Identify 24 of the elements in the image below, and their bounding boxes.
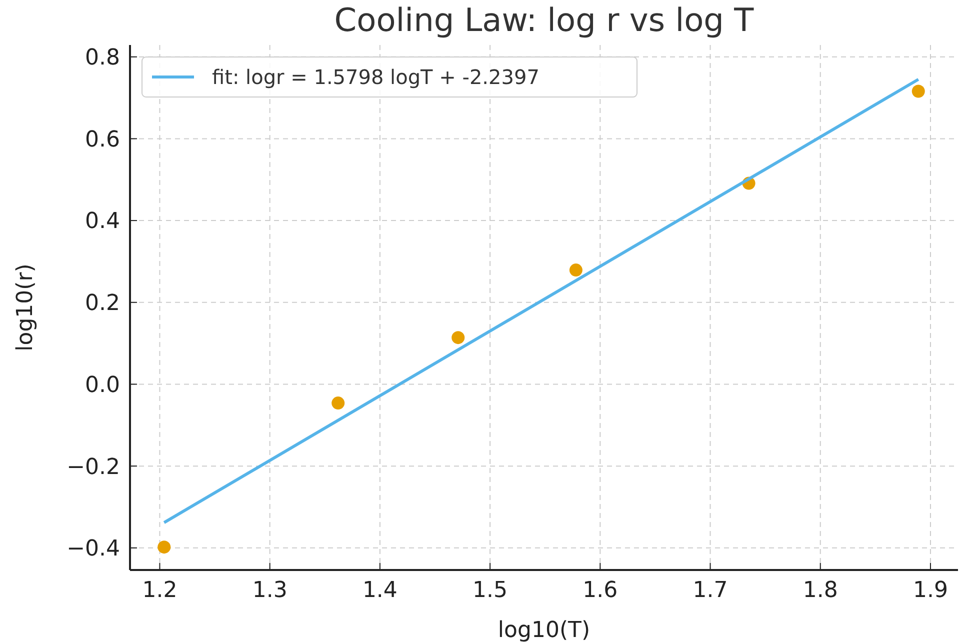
point bbox=[452, 331, 465, 344]
y-axis-title: log10(r) bbox=[13, 264, 38, 352]
x-tick-label: 1.9 bbox=[912, 578, 948, 603]
x-axis-title: log10(T) bbox=[498, 618, 590, 642]
x-tick-label: 1.6 bbox=[582, 578, 618, 603]
point bbox=[569, 264, 582, 277]
point bbox=[158, 540, 171, 554]
point bbox=[332, 396, 345, 410]
y-tick-label: 0.4 bbox=[85, 209, 120, 234]
x-tick-label: 1.5 bbox=[472, 578, 508, 603]
chart-title: Cooling Law: log r vs log T bbox=[334, 1, 754, 39]
legend-label: fit: logr = 1.5798 logT + -2.2397 bbox=[212, 65, 540, 89]
y-tick-label: 0.2 bbox=[85, 291, 120, 316]
x-tick-label: 1.8 bbox=[802, 578, 838, 603]
x-tick-label: 1.2 bbox=[142, 578, 178, 603]
y-tick-label: 0.0 bbox=[85, 372, 120, 398]
point bbox=[912, 84, 925, 98]
y-tick-label: 0.8 bbox=[85, 46, 120, 71]
y-tick-label: 0.6 bbox=[85, 127, 120, 152]
y-tick-label: −0.4 bbox=[66, 536, 120, 562]
y-tick-label: −0.2 bbox=[66, 454, 120, 480]
x-tick-label: 1.3 bbox=[252, 578, 288, 603]
x-tick-label: 1.7 bbox=[692, 578, 728, 603]
x-tick-label: 1.4 bbox=[362, 578, 398, 603]
